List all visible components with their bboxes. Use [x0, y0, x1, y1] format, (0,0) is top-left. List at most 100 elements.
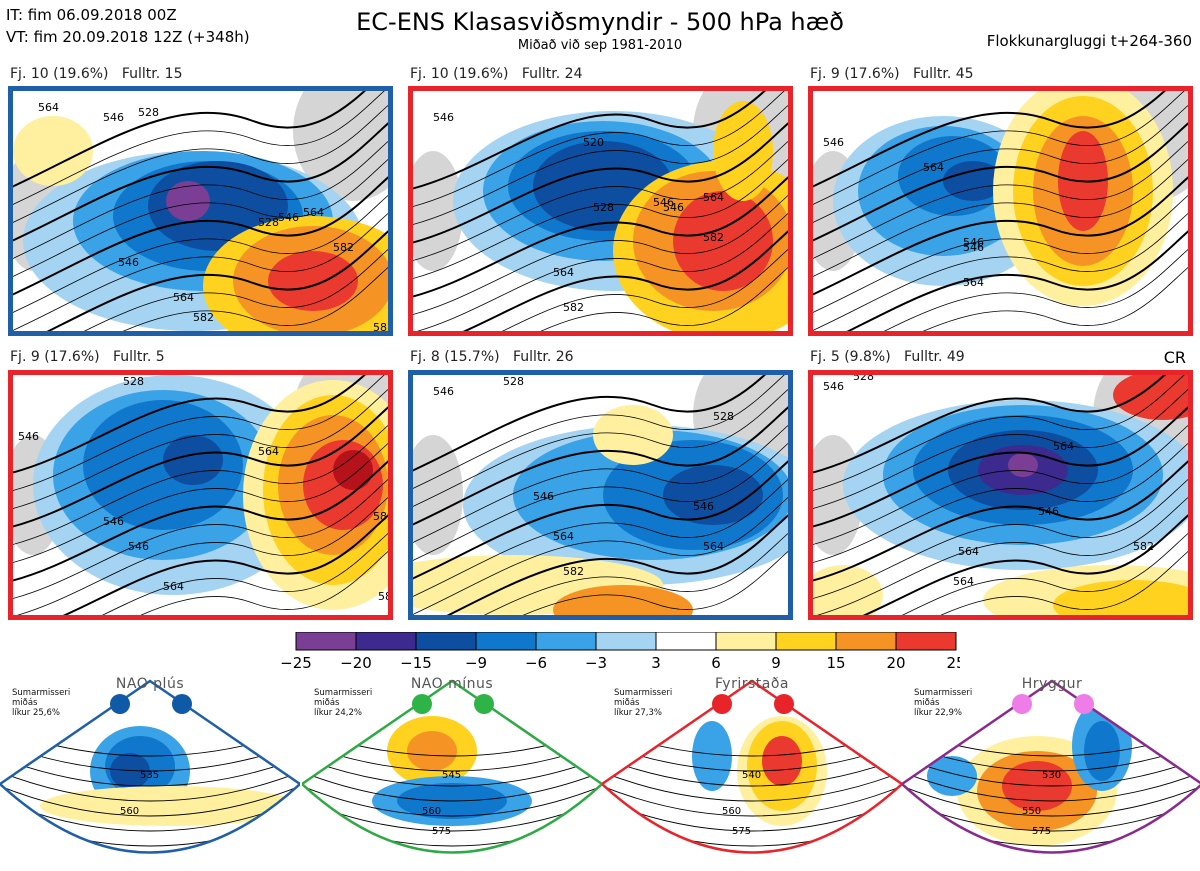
- cluster-map-panel: 546 546 564 546 564: [808, 86, 1193, 336]
- height-contour: [302, 767, 602, 802]
- anomaly-area: [268, 251, 358, 311]
- height-contour: [13, 122, 388, 242]
- height-contour: [13, 442, 388, 563]
- contour-label: 575: [732, 826, 751, 837]
- cluster-map-panel: 546 528 546 520 546 564 582 564 582: [408, 86, 793, 336]
- regime-title: Hryggur: [1021, 676, 1083, 692]
- contour-label: 564: [1053, 440, 1074, 453]
- height-contour: [0, 753, 300, 787]
- regime-frame: [902, 679, 1200, 854]
- height-contour: [413, 176, 788, 298]
- height-contour: [413, 104, 788, 225]
- contour-label: 546: [653, 196, 674, 209]
- height-contour: [813, 424, 1188, 545]
- cluster-map-panel: 546 528 546 528 546 564 564 582: [408, 370, 793, 620]
- colorbar-tick: 15: [826, 654, 845, 672]
- anomaly-area: [553, 585, 693, 615]
- height-contour: [13, 176, 388, 296]
- regime-probability-note: Sumarmisseri miðás líkur 24,2%: [314, 688, 373, 718]
- height-contour: [502, 248, 788, 331]
- cluster-map: 528 546 546 564 546 564 582 582: [13, 375, 388, 615]
- contour-label: 546: [823, 136, 844, 149]
- contour-label: 528: [853, 375, 874, 383]
- anomaly-area: [110, 753, 150, 789]
- height-contour: [13, 91, 367, 188]
- height-contour: [522, 550, 788, 615]
- height-contour: [862, 514, 1188, 615]
- regime-marker-dot: [1074, 694, 1094, 714]
- height-contour: [540, 266, 788, 331]
- regime-panel: 535 560 NAO plús Sumarmisseri miðás líkur 2…: [0, 676, 300, 871]
- height-contour: [902, 781, 1200, 817]
- colorbar-tick: −6: [525, 654, 547, 672]
- height-contour: [902, 753, 1200, 787]
- regime-marker-dot: [774, 694, 794, 714]
- contour-label: 564: [553, 530, 574, 543]
- contour-label: 546: [18, 430, 39, 443]
- contour-label: 546: [963, 241, 984, 254]
- height-contour: [813, 212, 1188, 331]
- height-contour: [13, 460, 388, 582]
- height-contour: [883, 248, 1188, 331]
- contour-label: 546: [103, 111, 124, 124]
- regime-panel: 540 560 575 Fyrirstaða Sumarmisseri miðás lí…: [602, 676, 902, 871]
- height-contour: [816, 496, 1188, 615]
- height-contour: [13, 375, 385, 491]
- height-contour: [413, 442, 788, 561]
- height-contour: [13, 158, 388, 277]
- height-contour: [83, 248, 388, 331]
- colorbar-tick: −3: [585, 654, 607, 672]
- cluster-map-panel: 546 528 546 564 564 582 564: [808, 370, 1193, 620]
- height-contour: [813, 176, 1188, 296]
- anomaly-area: [1008, 453, 1038, 477]
- contour-label: 546: [823, 380, 844, 393]
- colorbar-tick: 9: [771, 654, 781, 672]
- anomaly-area: [333, 450, 373, 490]
- colorbar-segment: [775, 632, 837, 651]
- height-contour: [940, 550, 1188, 615]
- contour-label: 546: [278, 211, 299, 224]
- colorbar-segment: [295, 632, 357, 651]
- contour-label: 546: [103, 515, 124, 528]
- contour-label: 545: [442, 770, 461, 781]
- contour-label: 550: [1022, 806, 1041, 817]
- contour-label: 528: [593, 201, 614, 214]
- colorbar-segment: [835, 632, 897, 651]
- height-contour: [813, 91, 1185, 205]
- colorbar-tick: 6: [711, 654, 721, 672]
- regime-map: 530 550 575: [902, 679, 1200, 854]
- contour-label: 528: [138, 106, 159, 119]
- regime-marker-dot: [110, 694, 130, 714]
- anomaly-area: [813, 565, 883, 615]
- regime-marker-dot: [474, 694, 494, 714]
- height-contour: [813, 375, 1185, 491]
- height-contour: [413, 375, 785, 489]
- contour-label: 575: [432, 826, 451, 837]
- height-contour: [813, 388, 1188, 509]
- header-run-info: IT: fim 06.09.2018 00Z VT: fim 20.09.201…: [6, 4, 250, 48]
- contour-label: 546: [693, 500, 714, 513]
- contour-label: 546: [128, 540, 149, 553]
- regime-map: 535 560: [0, 679, 300, 854]
- colorbar-tick: 3: [651, 654, 661, 672]
- cr-label: CR: [1163, 348, 1186, 367]
- contour-label: 582: [373, 510, 388, 523]
- height-contour: [922, 266, 1188, 331]
- regime-probability-note: Sumarmisseri miðás líkur 22,9%: [914, 688, 973, 718]
- contour-label: 546: [963, 236, 984, 249]
- regime-marker-dot: [1012, 694, 1032, 714]
- height-contour: [483, 532, 788, 615]
- contour-label: 564: [953, 575, 974, 588]
- contour-label: 546: [663, 201, 684, 214]
- it-line: IT: fim 06.09.2018 00Z: [6, 6, 177, 24]
- contour-label: 560: [120, 806, 139, 817]
- contour-label: 564: [303, 206, 324, 219]
- regime-panel: 545 560 575 NAO mínus Sumarmisseri miðás lík…: [302, 676, 602, 871]
- cluster-map: 564546528528546564582546564582582: [13, 91, 388, 331]
- contour-label: 564: [163, 580, 184, 593]
- land-mass: [413, 435, 463, 555]
- contour-label: 582: [193, 311, 214, 324]
- cluster-map: 546 528 546 528 546 564 564 582: [413, 375, 788, 615]
- colorbar-segment: [715, 632, 777, 651]
